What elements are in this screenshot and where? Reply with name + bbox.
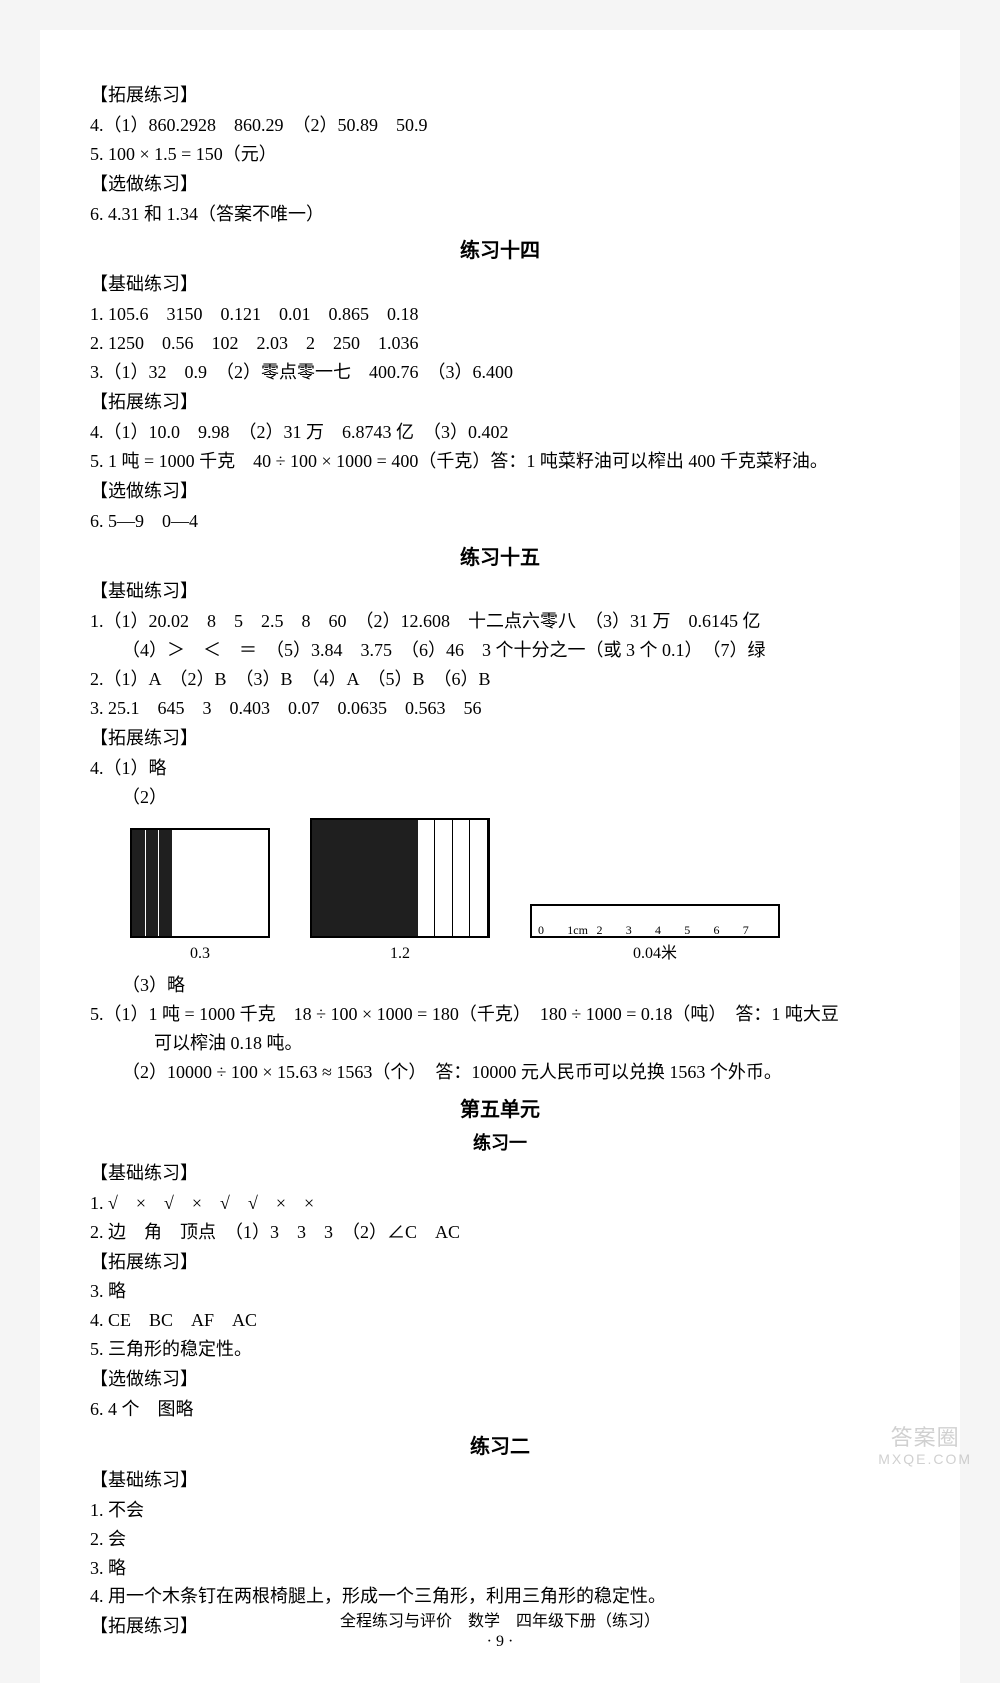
heading-basic: 【基础练习】 <box>90 1160 910 1188</box>
line: 3.（1）32 0.9 （2）零点零一七 400.76 （3）6.400 <box>90 359 910 387</box>
line: 3. 略 <box>90 1278 910 1306</box>
title-unit5: 第五单元 <box>90 1095 910 1126</box>
content-area: 【拓展练习】 4.（1）860.2928 860.29 （2）50.89 50.… <box>90 82 910 1641</box>
line: 5. 100 × 1.5 = 150（元） <box>90 141 910 169</box>
heading-extend: 【拓展练习】 <box>90 82 910 110</box>
grid-03 <box>130 828 270 938</box>
line: 2.（1）A （2）B （3）B （4）A （5）B （6）B <box>90 666 910 694</box>
tick: 3 <box>626 924 655 936</box>
line: 1. 不会 <box>90 1497 910 1525</box>
heading-basic: 【基础练习】 <box>90 578 910 606</box>
caption-03: 0.3 <box>130 942 270 967</box>
line: 5. 三角形的稳定性。 <box>90 1336 910 1364</box>
line: 可以榨油 0.18 吨。 <box>90 1030 910 1058</box>
caption-ruler: 0.04米 <box>530 942 780 967</box>
figure-12: 1.2 <box>310 818 490 967</box>
line: 4.（1）10.0 9.98 （2）31 万 6.8743 亿 （3）0.402 <box>90 419 910 447</box>
tick: 2 <box>597 924 626 936</box>
heading-optional: 【选做练习】 <box>90 171 910 199</box>
page-container: 【拓展练习】 4.（1）860.2928 860.29 （2）50.89 50.… <box>40 30 960 1683</box>
ruler: 0 1cm 2 3 4 5 6 7 <box>530 904 780 938</box>
line: 2. 边 角 顶点 （1）3 3 3 （2）∠C AC <box>90 1219 910 1247</box>
tick: 7 <box>743 924 772 936</box>
line: 1.（1）20.02 8 5 2.5 8 60 （2）12.608 十二点六零八… <box>90 608 910 636</box>
line: 6. 4.31 和 1.34（答案不唯一） <box>90 201 910 229</box>
watermark-top: 答案圈 <box>891 1425 960 1450</box>
line: 2. 会 <box>90 1526 910 1554</box>
figure-row: 0.3 1.2 0 1cm 2 3 4 <box>130 818 910 967</box>
line: 4.（1）略 <box>90 755 910 783</box>
page-footer: 全程练习与评价 数学 四年级下册（练习） · 9 · <box>40 1607 960 1651</box>
line: 5. 1 吨 = 1000 千克 40 ÷ 100 × 1000 = 400（千… <box>90 448 910 476</box>
heading-extend: 【拓展练习】 <box>90 389 910 417</box>
line: 2. 1250 0.56 102 2.03 2 250 1.036 <box>90 330 910 358</box>
heading-extend: 【拓展练习】 <box>90 725 910 753</box>
caption-12: 1.2 <box>310 942 490 967</box>
figure-ruler: 0 1cm 2 3 4 5 6 7 0.04米 <box>530 904 780 967</box>
line: 6. 4 个 图略 <box>90 1396 910 1424</box>
heading-basic: 【基础练习】 <box>90 1467 910 1495</box>
heading-optional: 【选做练习】 <box>90 1366 910 1394</box>
line: 1. 105.6 3150 0.121 0.01 0.865 0.18 <box>90 301 910 329</box>
tick: 6 <box>714 924 743 936</box>
grid-12 <box>310 818 490 938</box>
figure-03: 0.3 <box>130 828 270 967</box>
watermark-bottom: MXQE.COM <box>878 1451 972 1468</box>
line: 3. 25.1 645 3 0.403 0.07 0.0635 0.563 56 <box>90 695 910 723</box>
line: （4）＞ ＜ ＝ （5）3.84 3.75 （6）46 3 个十分之一（或 3 … <box>90 637 910 665</box>
tick: 0 <box>538 924 567 936</box>
subtitle-ex1: 练习一 <box>90 1130 910 1158</box>
watermark: 答案圈 MXQE.COM <box>878 1425 972 1468</box>
subtitle-ex2: 练习二 <box>90 1432 910 1463</box>
line: 4. CE BC AF AC <box>90 1307 910 1335</box>
page-number: · 9 · <box>40 1633 960 1651</box>
heading-basic: 【基础练习】 <box>90 271 910 299</box>
heading-extend: 【拓展练习】 <box>90 1249 910 1277</box>
heading-optional: 【选做练习】 <box>90 478 910 506</box>
line: （2）10000 ÷ 100 × 15.63 ≈ 1563（个） 答：10000… <box>90 1059 910 1087</box>
line: 1. √ × √ × √ √ × × <box>90 1190 910 1218</box>
line: 5.（1）1 吨 = 1000 千克 18 ÷ 100 × 1000 = 180… <box>90 1001 910 1029</box>
line: 4.（1）860.2928 860.29 （2）50.89 50.9 <box>90 112 910 140</box>
fig-row-label: （2） <box>90 784 910 812</box>
ruler-ticks: 0 1cm 2 3 4 5 6 7 <box>538 924 772 936</box>
title-ex14: 练习十四 <box>90 236 910 267</box>
line: 6. 5—9 0—4 <box>90 508 910 536</box>
line: 3. 略 <box>90 1555 910 1583</box>
tick: 1cm <box>567 924 596 936</box>
title-ex15: 练习十五 <box>90 543 910 574</box>
tick: 5 <box>684 924 713 936</box>
tick: 4 <box>655 924 684 936</box>
line: （3）略 <box>90 972 910 1000</box>
footer-text: 全程练习与评价 数学 四年级下册（练习） <box>40 1607 960 1631</box>
